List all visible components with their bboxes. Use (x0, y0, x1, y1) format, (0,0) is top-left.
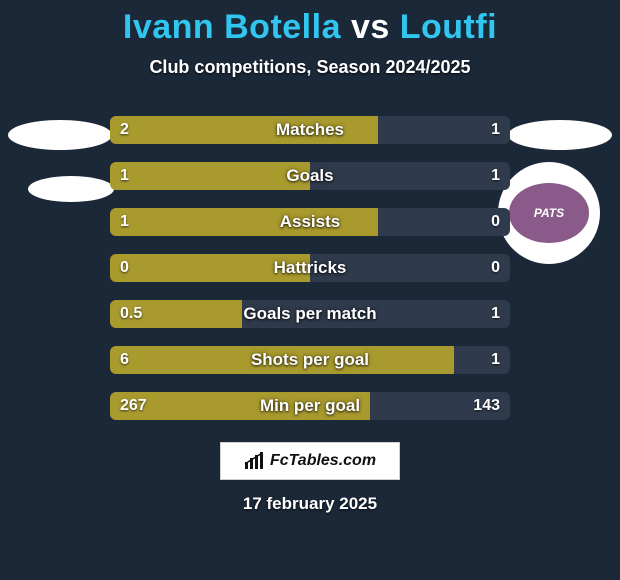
stat-label: Assists (280, 212, 340, 232)
stat-value-right: 1 (491, 346, 500, 374)
stat-row: Hattricks 0 0 (110, 254, 510, 282)
footer-brand: FcTables.com (220, 442, 400, 480)
stat-label: Min per goal (260, 396, 360, 416)
infographic: Ivann Botella vs Loutfi Club competition… (0, 0, 620, 580)
stat-value-right: 1 (491, 162, 500, 190)
stat-row: Min per goal 267 143 (110, 392, 510, 420)
right-team-logo-2: PATS (498, 162, 600, 264)
stat-value-right: 0 (491, 208, 500, 236)
left-team-logo-1 (8, 120, 112, 150)
right-team-logo-2-label: PATS (509, 183, 589, 242)
stat-row: Goals 1 1 (110, 162, 510, 190)
footer-date: 17 february 2025 (243, 494, 377, 514)
stat-value-right: 143 (473, 392, 500, 420)
stat-value-left: 0 (120, 254, 129, 282)
stat-row: Goals per match 0.5 1 (110, 300, 510, 328)
stat-value-right: 1 (491, 300, 500, 328)
stat-label: Shots per goal (251, 350, 369, 370)
stat-value-left: 1 (120, 162, 129, 190)
stat-row: Shots per goal 6 1 (110, 346, 510, 374)
stat-row: Assists 1 0 (110, 208, 510, 236)
stat-label: Goals per match (243, 304, 376, 324)
stat-value-right: 1 (491, 116, 500, 144)
stat-value-left: 0.5 (120, 300, 142, 328)
stat-value-left: 6 (120, 346, 129, 374)
vs-text: vs (351, 8, 390, 46)
stat-label: Matches (276, 120, 344, 140)
stats-rows: Matches 2 1 Goals 1 1 Assists 1 0 Hattricks 0 0 Goal… (110, 116, 510, 420)
stat-label: Goals (286, 166, 333, 186)
stat-value-left: 267 (120, 392, 147, 420)
stat-label: Hattricks (274, 258, 347, 278)
chart-icon (244, 452, 266, 470)
right-team-logo-1 (508, 120, 612, 150)
stat-row: Matches 2 1 (110, 116, 510, 144)
player-left-name: Ivann Botella (123, 8, 341, 46)
stat-value-left: 1 (120, 208, 129, 236)
stat-value-left: 2 (120, 116, 129, 144)
subtitle: Club competitions, Season 2024/2025 (149, 57, 470, 78)
player-right-name: Loutfi (400, 8, 497, 46)
left-team-logo-2 (28, 176, 114, 202)
footer-brand-text: FcTables.com (270, 452, 376, 470)
page-title: Ivann Botella vs Loutfi (123, 8, 497, 47)
stat-value-right: 0 (491, 254, 500, 282)
